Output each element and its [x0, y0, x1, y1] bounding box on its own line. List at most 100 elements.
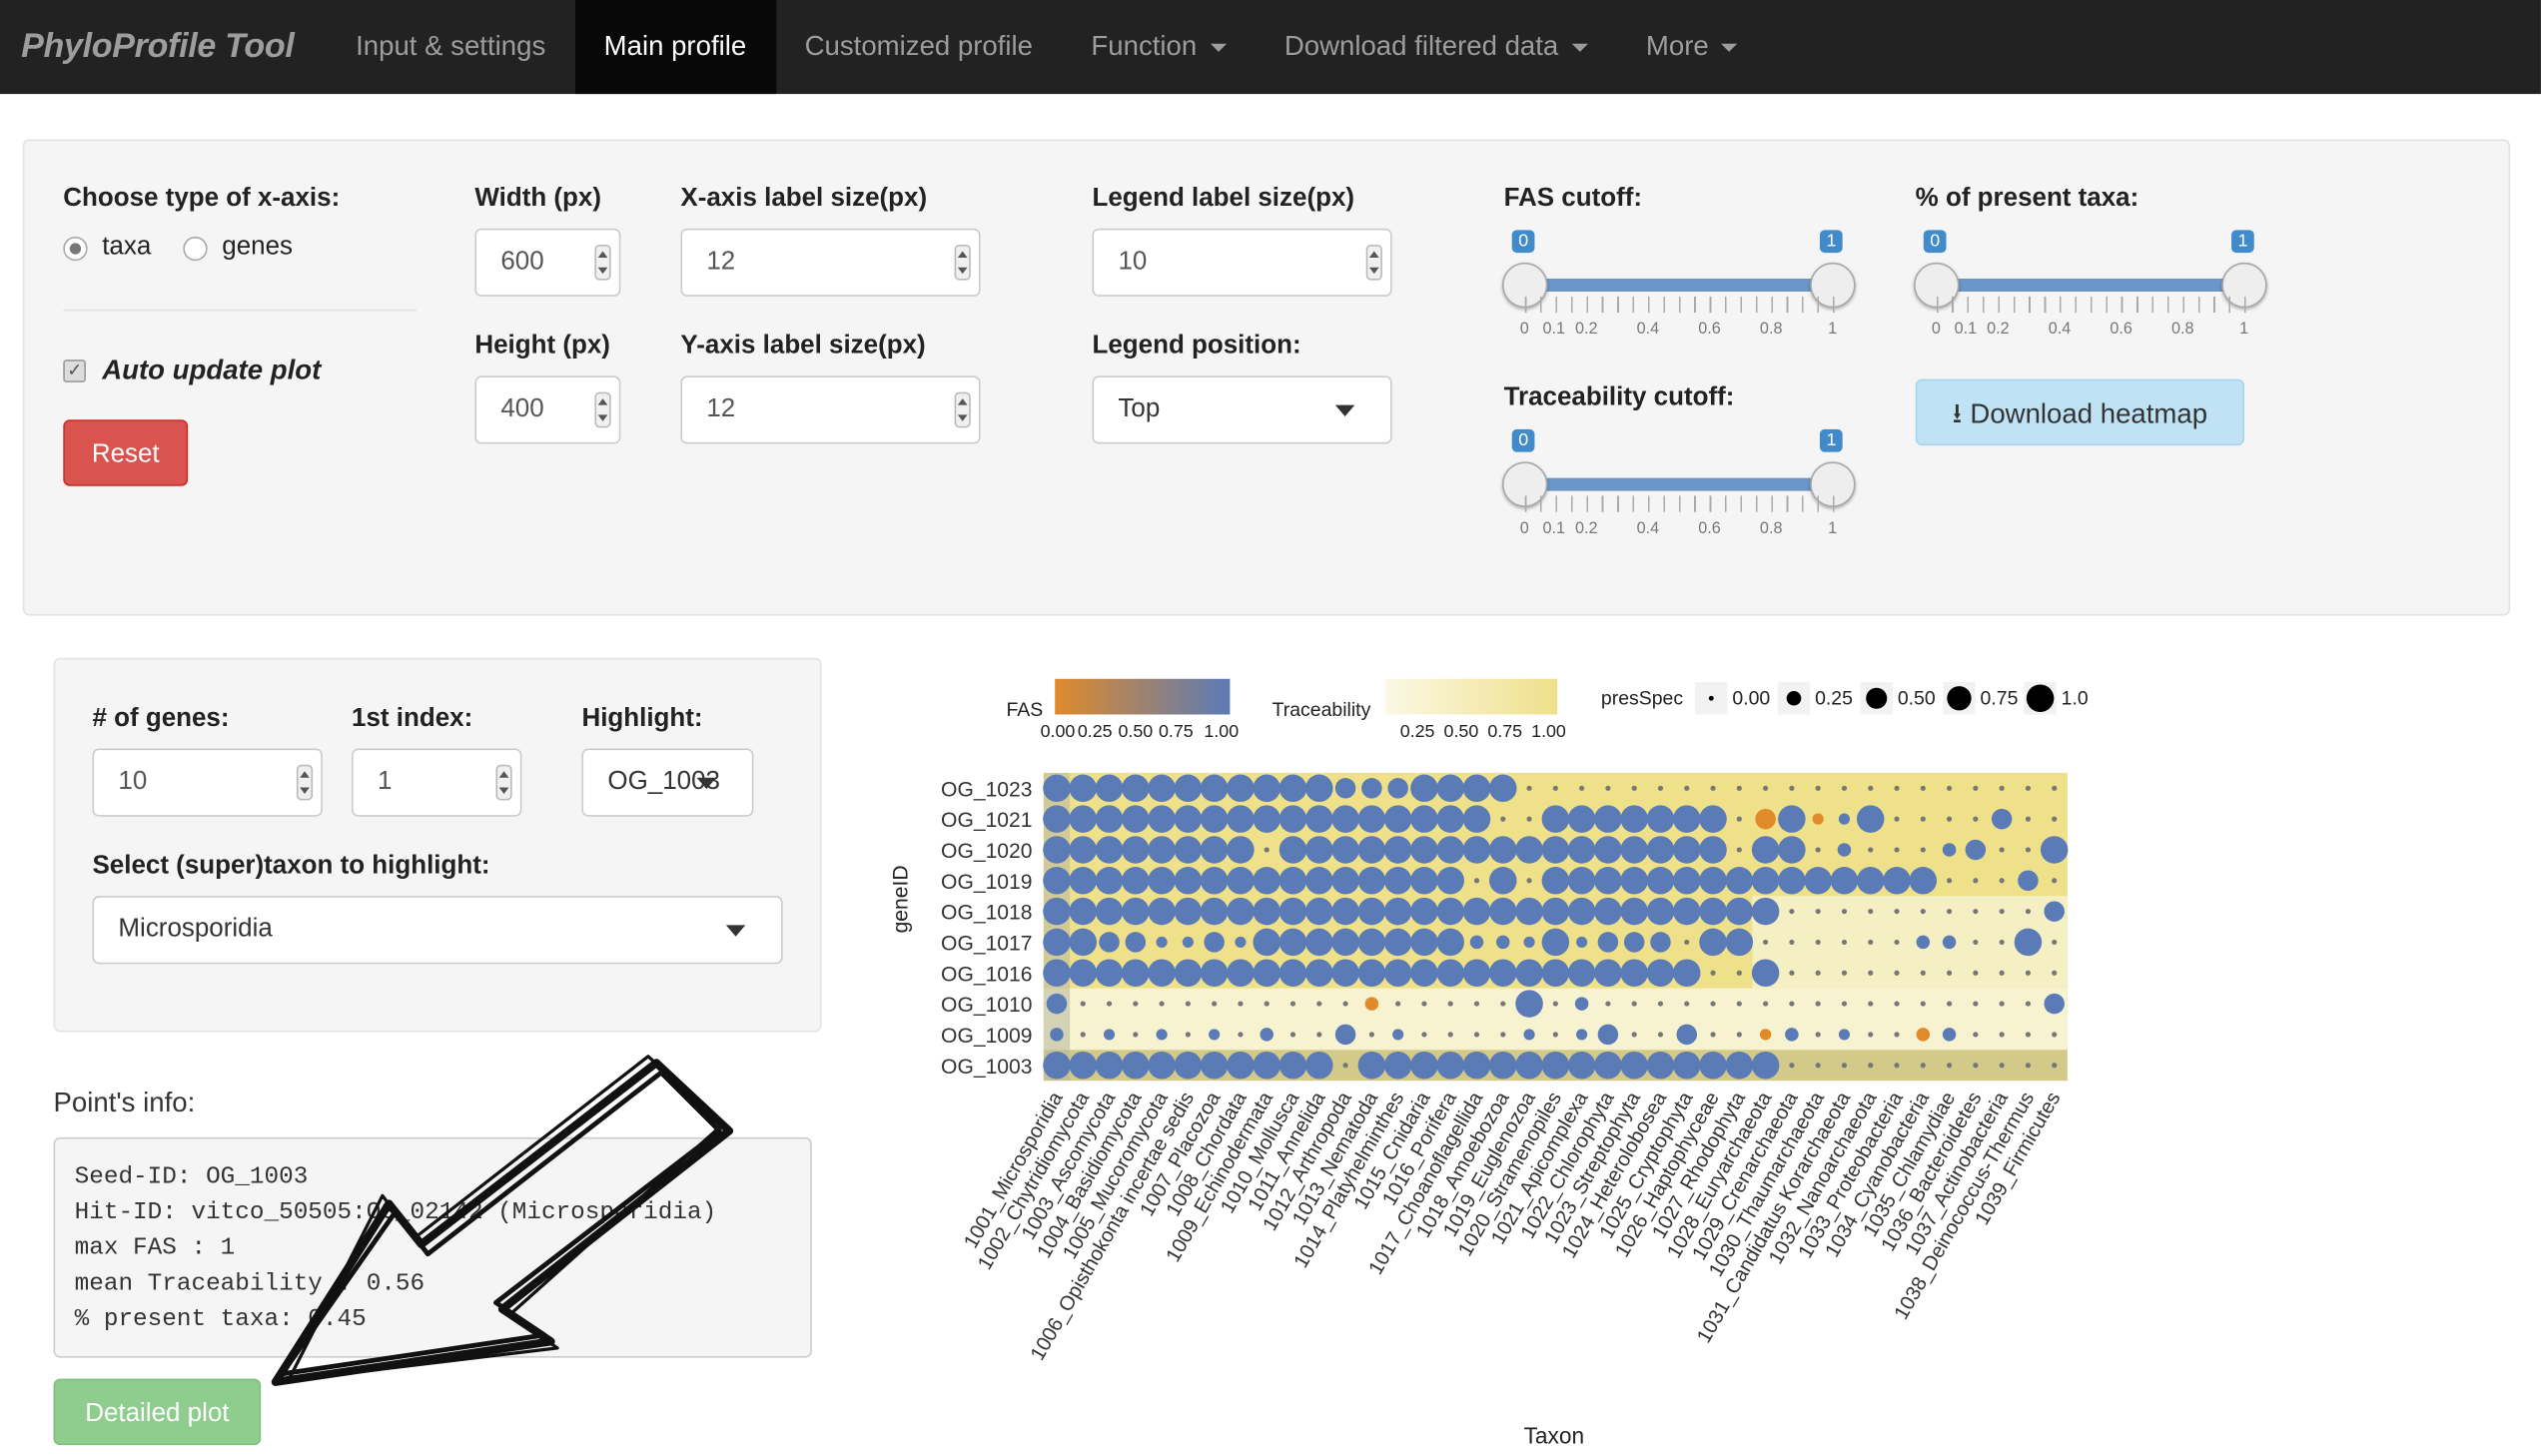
spinner-icon[interactable] [594, 391, 611, 428]
heatmap-point[interactable] [1515, 836, 1543, 864]
heatmap-point[interactable] [1080, 1032, 1086, 1038]
heatmap-point[interactable] [1541, 836, 1570, 864]
heatmap-point[interactable] [1837, 843, 1852, 857]
heatmap-point[interactable] [1095, 1051, 1124, 1080]
heatmap-point[interactable] [1894, 1063, 1900, 1069]
heatmap-point[interactable] [1725, 867, 1754, 895]
heatmap-point[interactable] [1209, 1029, 1221, 1041]
heatmap-point[interactable] [1447, 1001, 1453, 1007]
heatmap-point[interactable] [1894, 847, 1900, 853]
heatmap-point[interactable] [1368, 1032, 1374, 1038]
heatmap-point[interactable] [1489, 867, 1517, 895]
heatmap-point[interactable] [1646, 897, 1675, 926]
nav-function[interactable]: Function [1062, 0, 1255, 94]
heatmap-point[interactable] [1646, 867, 1675, 895]
detailed-plot-button[interactable]: Detailed plot [53, 1378, 262, 1446]
heatmap-point[interactable] [1421, 1001, 1427, 1007]
heatmap-point[interactable] [1946, 878, 1953, 884]
heatmap-point[interactable] [1185, 1032, 1191, 1038]
heatmap-point[interactable] [1605, 785, 1611, 791]
heatmap-point[interactable] [1973, 939, 1979, 946]
heatmap-point[interactable] [2025, 816, 2032, 822]
heatmap-point[interactable] [1125, 932, 1147, 953]
heatmap-point[interactable] [1699, 897, 1727, 926]
heatmap-point[interactable] [1920, 909, 1926, 915]
heatmap-point[interactable] [1868, 785, 1874, 791]
heatmap-point[interactable] [1489, 897, 1517, 926]
heatmap-point[interactable] [1789, 1001, 1795, 1007]
heatmap-point[interactable] [1069, 959, 1098, 988]
heatmap-point[interactable] [1804, 867, 1832, 895]
heatmap-point[interactable] [1410, 959, 1438, 988]
heatmap-point[interactable] [1567, 897, 1596, 926]
heatmap-point[interactable] [1122, 959, 1150, 988]
heatmap-point[interactable] [1436, 897, 1464, 926]
heatmap-point[interactable] [1095, 774, 1124, 803]
heatmap-point[interactable] [1383, 928, 1412, 957]
heatmap-point[interactable] [1489, 1051, 1517, 1080]
heatmap-point[interactable] [1253, 959, 1280, 988]
heatmap-point[interactable] [1699, 836, 1727, 864]
heatmap-point[interactable] [1133, 1032, 1139, 1038]
heatmap-point[interactable] [1305, 897, 1333, 926]
heatmap-point[interactable] [1759, 1029, 1772, 1041]
heatmap-point[interactable] [1148, 867, 1176, 895]
heatmap-point[interactable] [1830, 867, 1859, 895]
radio-taxa[interactable] [63, 236, 88, 262]
heatmap-point[interactable] [1946, 970, 1953, 976]
heatmap-point[interactable] [1043, 928, 1071, 957]
heatmap-point[interactable] [1331, 959, 1359, 988]
heatmap-point[interactable] [1278, 836, 1307, 864]
supertaxon-select[interactable]: Microsporidia [92, 896, 783, 965]
heatmap-point[interactable] [1965, 839, 1987, 861]
heatmap-point[interactable] [1574, 997, 1589, 1011]
heatmap-point[interactable] [1515, 959, 1543, 988]
heatmap-point[interactable] [1942, 1028, 1957, 1042]
heatmap-point[interactable] [1174, 1051, 1203, 1080]
heatmap-point[interactable] [1410, 897, 1438, 926]
heatmap-point[interactable] [1174, 867, 1203, 895]
heatmap-point[interactable] [1894, 970, 1900, 976]
heatmap-point[interactable] [1576, 936, 1588, 949]
heatmap-point[interactable] [1069, 1051, 1098, 1080]
heatmap-point[interactable] [1334, 778, 1356, 799]
heatmap-point[interactable] [1227, 1051, 1255, 1080]
heatmap-point[interactable] [1174, 959, 1203, 988]
heatmap-point[interactable] [1789, 939, 1795, 946]
heatmap-point[interactable] [2044, 901, 2065, 922]
heatmap-point[interactable] [1185, 1001, 1191, 1007]
heatmap-point[interactable] [1515, 897, 1543, 926]
heatmap-point[interactable] [1462, 1051, 1491, 1080]
heatmap-point[interactable] [1046, 993, 1068, 1015]
heatmap-point[interactable] [1156, 936, 1168, 949]
heatmap-point[interactable] [1868, 1001, 1874, 1007]
heatmap-point[interactable] [1410, 1051, 1438, 1080]
heatmap-point[interactable] [1278, 867, 1307, 895]
heatmap-point[interactable] [1999, 970, 2005, 976]
heatmap-point[interactable] [1253, 928, 1280, 957]
heatmap-point[interactable] [2025, 847, 2032, 853]
heatmap-point[interactable] [1148, 1051, 1176, 1080]
heatmap-point[interactable] [2052, 785, 2058, 791]
heatmap-point[interactable] [1631, 785, 1637, 791]
heatmap-point[interactable] [1395, 1001, 1401, 1007]
heatmap-point[interactable] [1122, 1051, 1150, 1080]
heatmap-point[interactable] [1500, 1032, 1506, 1038]
heatmap-point[interactable] [1473, 1001, 1480, 1007]
brand-logo[interactable]: PhyloProfile Tool [21, 27, 295, 65]
heatmap-point[interactable] [1334, 1024, 1356, 1046]
heatmap-point[interactable] [1342, 1001, 1348, 1007]
heatmap-point[interactable] [1410, 928, 1438, 957]
heatmap-point[interactable] [1122, 836, 1150, 864]
heatmap-point[interactable] [1973, 816, 1979, 822]
heatmap-point[interactable] [1999, 785, 2005, 791]
heatmap-point[interactable] [1699, 805, 1727, 833]
heatmap-point[interactable] [1672, 867, 1701, 895]
heatmap-point[interactable] [1227, 774, 1255, 803]
heatmap-point[interactable] [1156, 1029, 1168, 1041]
heatmap-point[interactable] [1736, 785, 1742, 791]
heatmap-point[interactable] [1148, 774, 1176, 803]
heatmap-point[interactable] [1894, 1001, 1900, 1007]
heatmap-point[interactable] [1916, 935, 1931, 950]
heatmap-point[interactable] [1838, 813, 1851, 825]
